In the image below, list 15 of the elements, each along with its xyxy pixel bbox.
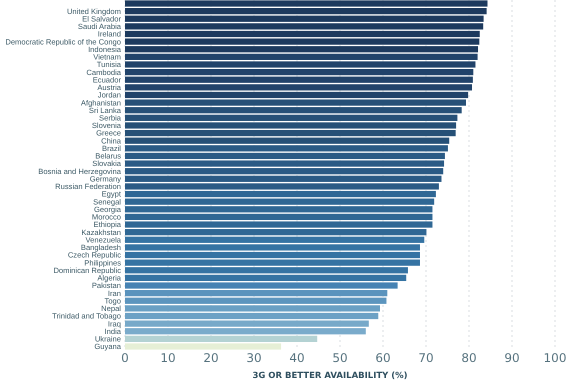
x-tick-label: 40 — [289, 351, 305, 365]
x-tick-label: 80 — [461, 351, 477, 365]
x-tick-label: 0 — [121, 351, 129, 365]
x-axis-title: 3G OR BETTER AVAILABILITY (%) — [252, 371, 408, 381]
x-tick-label: 90 — [504, 351, 520, 365]
x-tick-label: 50 — [332, 351, 348, 365]
bar — [125, 343, 282, 350]
x-tick-label: 60 — [375, 351, 391, 365]
x-tick-label: 20 — [203, 351, 219, 365]
bar — [125, 282, 398, 289]
x-tick-label: 100 — [544, 351, 566, 365]
x-tick-label: 70 — [418, 351, 434, 365]
x-tick-label: 30 — [246, 351, 262, 365]
x-tick-label: 10 — [160, 351, 176, 365]
bar — [125, 336, 318, 342]
